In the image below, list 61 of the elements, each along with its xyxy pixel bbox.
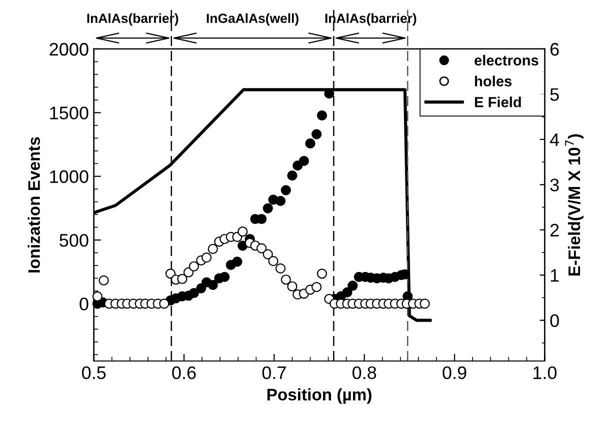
point [420, 298, 430, 309]
y-tick-label: 1500 [50, 106, 88, 120]
point [188, 261, 199, 272]
y2-tick-label: 2 [550, 224, 559, 236]
y-tick-label: 1000 [50, 170, 88, 184]
point [275, 263, 286, 274]
y-tick-label: 2000 [50, 42, 88, 56]
legend-label: E Field [475, 96, 521, 108]
x-tick-label: 0.9 [442, 366, 466, 380]
point [208, 280, 218, 290]
point [268, 256, 278, 266]
y2-tick-label: 6 [550, 42, 559, 56]
x-tick-label: 0.8 [352, 366, 376, 380]
x-axis-title: Position (µm) [267, 388, 372, 404]
point [280, 185, 291, 196]
y2-tick-label: 5 [550, 88, 559, 101]
point [220, 272, 230, 282]
point [262, 203, 273, 214]
point [256, 214, 267, 224]
y2-tick-label: 4 [550, 134, 560, 146]
point [165, 268, 176, 279]
y2-axis-title: E-Field(V/M X 10$^{7}$) [565, 134, 584, 276]
y-tick-label: 500 [60, 234, 88, 247]
x-tick-label: 0.7 [262, 366, 286, 380]
point [232, 256, 242, 267]
point [287, 170, 298, 181]
point [312, 129, 322, 140]
point [287, 281, 298, 292]
text: InGaAlAs(well) [206, 13, 298, 26]
point [262, 249, 273, 260]
point [177, 274, 188, 284]
point [159, 298, 170, 309]
point [196, 283, 206, 294]
point [275, 196, 286, 206]
x-tick-label: 0.5 [82, 366, 106, 380]
y2-tick-label: 3 [550, 178, 559, 192]
y2-tick-label: 1 [550, 269, 559, 282]
x-tick-label: 0.6 [172, 366, 196, 380]
legend-label: holes [475, 76, 512, 86]
point [238, 226, 248, 237]
point [316, 110, 328, 121]
point [98, 275, 109, 286]
text: InAlAs(barrier) [325, 13, 416, 26]
text: InAlAs(barrier) [87, 13, 178, 26]
x-tick-label: 1.0 [534, 366, 557, 380]
y-axis-title: Ionization Events [28, 137, 40, 272]
point [280, 274, 291, 285]
point [342, 287, 352, 298]
point [298, 156, 309, 166]
point [348, 280, 358, 291]
point [256, 243, 267, 254]
point [316, 268, 328, 279]
y-tick-label: 0 [80, 298, 88, 310]
y2-tick-label: 0 [550, 314, 559, 328]
legend-label: electrons [474, 54, 538, 66]
point [208, 244, 218, 254]
point [202, 252, 212, 263]
point [312, 282, 322, 292]
point [188, 288, 199, 298]
point [92, 291, 103, 302]
point [305, 138, 316, 149]
